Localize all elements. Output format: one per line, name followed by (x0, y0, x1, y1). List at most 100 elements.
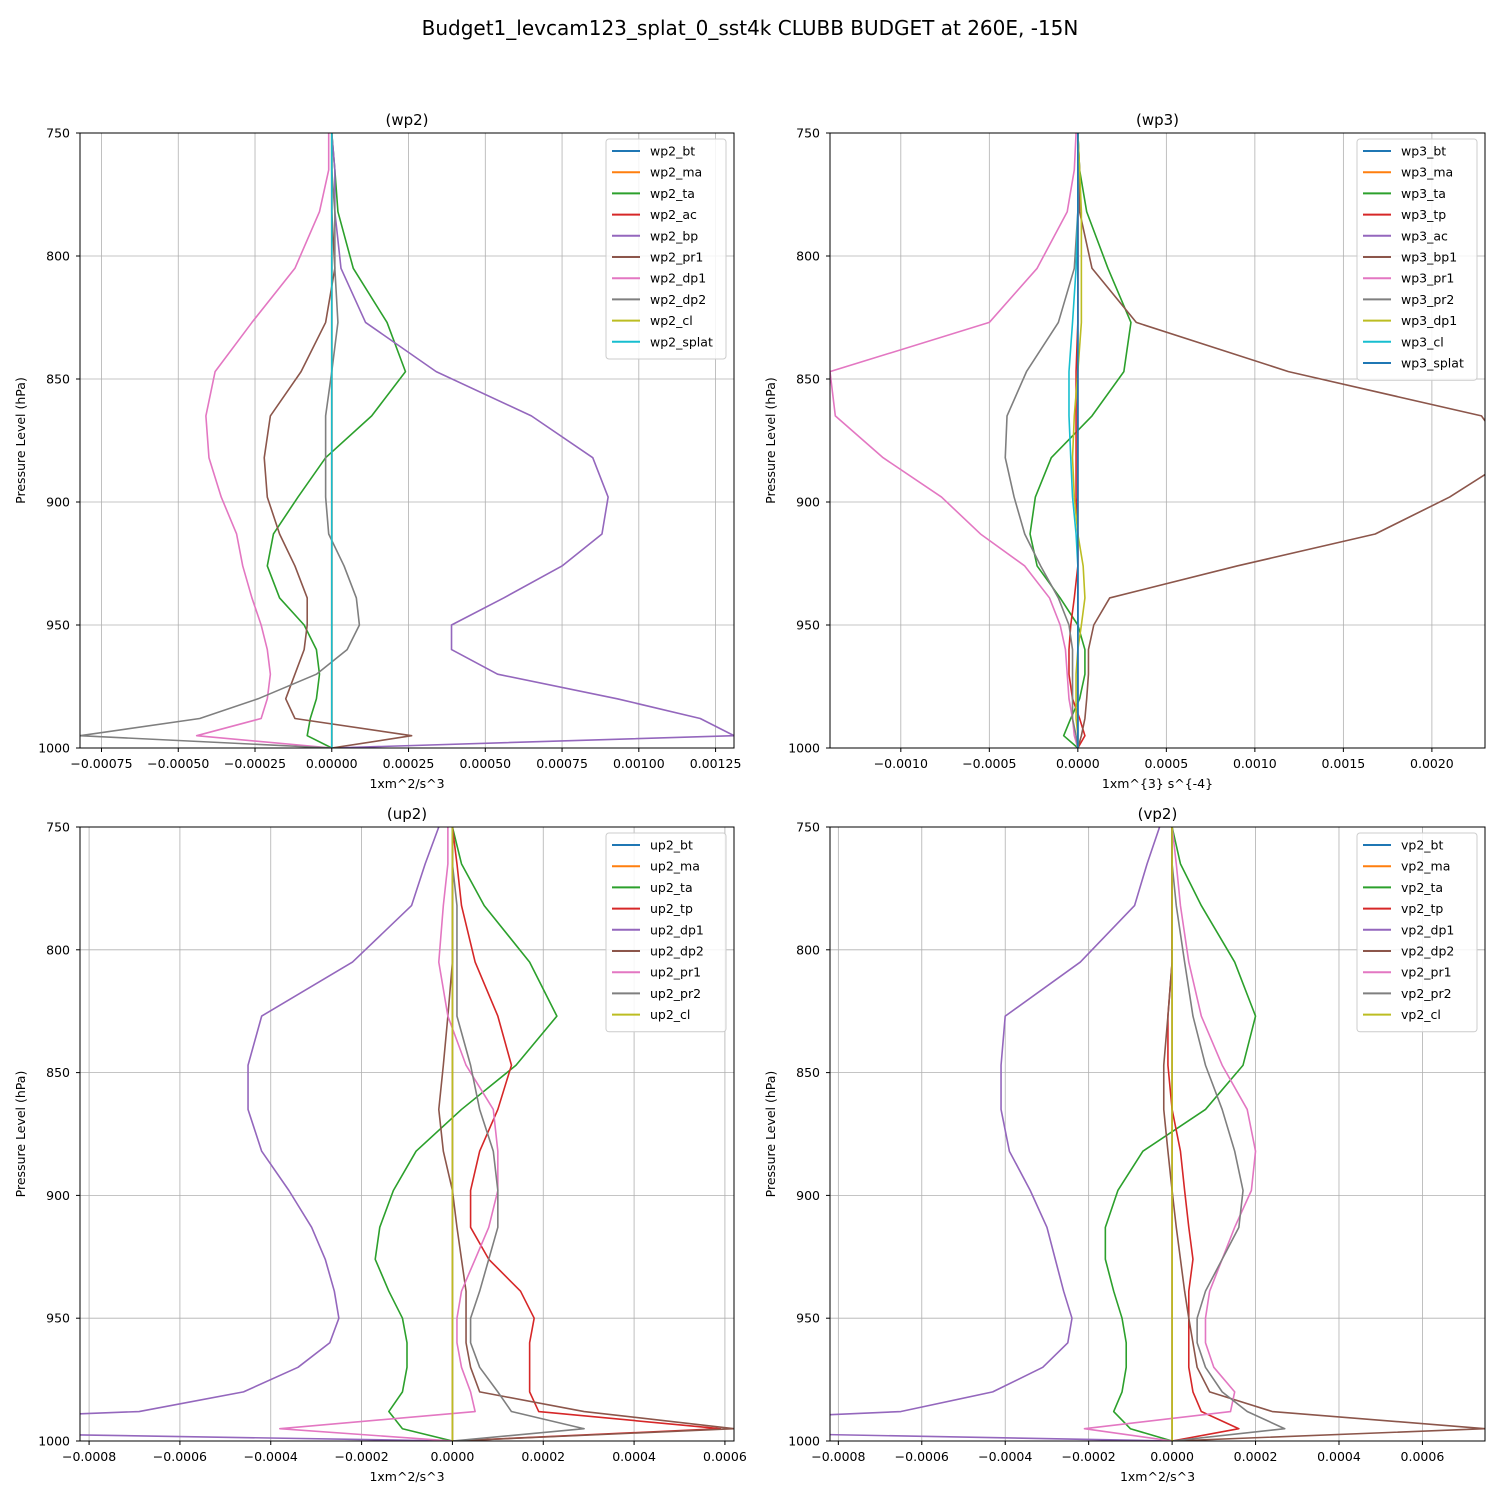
axes-frame (79, 826, 735, 1442)
legend-label-up2_pr1: up2_pr1 (650, 965, 701, 980)
legend-label-vp2_dp2: vp2_dp2 (1401, 944, 1454, 959)
series-lines (80, 827, 734, 1441)
y-tick-label: 750 (46, 126, 70, 141)
legend-label-wp3_dp1: wp3_dp1 (1401, 313, 1457, 328)
legend-label-up2_pr2: up2_pr2 (650, 986, 701, 1001)
y-tick-label: 900 (46, 1188, 70, 1203)
x-tick-label: 0.00000 (306, 756, 358, 771)
y-tick-label: 1000 (38, 741, 70, 756)
x-tick-label: 0.00075 (536, 756, 588, 771)
y-tick-label: 850 (46, 372, 70, 387)
legend-label-wp2_ac: wp2_ac (650, 207, 697, 222)
x-tick-label: −0.0004 (978, 1449, 1032, 1464)
legend-label-vp2_cl: vp2_cl (1401, 1007, 1441, 1022)
series-line-vp2_dp1 (830, 827, 1173, 1441)
legend: wp3_bt wp3_ma wp3_ta wp3_tp wp3_ac wp3_bp1 wp3… (1356, 138, 1478, 381)
x-tick-label: 0.0000 (431, 1449, 475, 1464)
x-tick-label: −0.0004 (244, 1449, 298, 1464)
y-tick-label: 950 (46, 618, 70, 633)
y-tick-label: 800 (46, 942, 70, 957)
legend-label-up2_bt: up2_bt (650, 838, 693, 853)
legend-label-wp3_ma: wp3_ma (1401, 165, 1453, 180)
legend-label-wp2_dp2: wp2_dp2 (650, 292, 706, 307)
x-tick-label: 0.00050 (459, 756, 511, 771)
x-tick-label: −0.0005 (962, 756, 1016, 771)
legend-label-wp2_ma: wp2_ma (650, 165, 702, 180)
y-tick-label: 800 (46, 249, 70, 264)
legend: wp2_bt wp2_ma wp2_ta wp2_ac wp2_bp wp2_pr1 wp2… (605, 138, 727, 360)
x-tick-label: 0.0004 (1317, 1449, 1361, 1464)
y-tick-label: 900 (796, 1188, 820, 1203)
legend-box (605, 832, 727, 1033)
legend-label-wp2_splat: wp2_splat (650, 334, 713, 349)
legend-label-up2_dp1: up2_dp1 (650, 922, 704, 937)
y-tick-label: 750 (46, 820, 70, 835)
y-tick-label: 750 (796, 126, 820, 141)
chart-panel-2: −0.0010 −0.0005 0.0000 0.0005 0.0010 0.0015 0.… (763, 111, 1486, 791)
panel-title: (vp2) (1138, 805, 1178, 823)
y-axis-label: Pressure Level (hPa) (13, 1071, 28, 1198)
y-tick-label: 850 (46, 1065, 70, 1080)
legend-label-wp3_cl: wp3_cl (1401, 334, 1444, 349)
series-lines (80, 133, 734, 748)
legend-label-wp2_dp1: wp2_dp1 (650, 271, 706, 286)
series-line-up2_ta (374, 827, 558, 1441)
series-line-wp2_dp2 (80, 133, 361, 748)
x-tick-label: −0.0002 (1062, 1449, 1116, 1464)
x-tick-label: −0.0010 (874, 756, 928, 771)
chart-panel-4: −0.0008 −0.0006 −0.0004 −0.0002 0.0000 0.0002… (763, 805, 1486, 1484)
x-axis-label: 1xm^2/s^3 (369, 776, 444, 791)
x-tick-label: −0.00050 (147, 756, 209, 771)
y-tick-label: 1000 (788, 1434, 820, 1449)
legend-label-up2_tp: up2_tp (650, 901, 693, 916)
y-tick-label: 750 (796, 820, 820, 835)
legend-label-vp2_tp: vp2_tp (1401, 901, 1443, 916)
series-line-up2_dp1 (80, 827, 453, 1441)
series-line-up2_pr2 (451, 827, 585, 1441)
legend-label-vp2_bt: vp2_bt (1401, 838, 1443, 853)
legend-label-vp2_ma: vp2_ma (1401, 859, 1450, 874)
legend-box (1356, 832, 1478, 1033)
legend: vp2_bt vp2_ma vp2_ta vp2_tp vp2_dp1 vp2_dp2vp… (1356, 832, 1478, 1033)
x-axis-label: 1xm^{3} s^{-4} (1102, 776, 1213, 791)
x-axis-label: 1xm^2/s^3 (1120, 1469, 1195, 1484)
legend-label-vp2_pr2: vp2_pr2 (1401, 986, 1452, 1001)
legend-label-up2_dp2: up2_dp2 (650, 944, 704, 959)
series-line-wp3_pr1 (830, 133, 1079, 748)
series-lines (830, 133, 1485, 748)
legend-label-wp3_pr1: wp3_pr1 (1401, 271, 1454, 286)
series-line-wp2_dp1 (195, 133, 332, 748)
panel-title: (up2) (387, 805, 427, 823)
series-line-wp3_pr2 (1004, 133, 1079, 748)
y-tick-label: 850 (796, 1065, 820, 1080)
x-tick-label: −0.00075 (70, 756, 132, 771)
x-tick-label: 0.0000 (1056, 756, 1100, 771)
legend-label-wp2_bp: wp2_bp (650, 228, 698, 243)
series-line-wp3_bp1 (1077, 133, 1485, 748)
axes-frame (829, 132, 1486, 749)
x-tick-label: −0.0006 (153, 1449, 207, 1464)
y-tick-label: 950 (46, 1311, 70, 1326)
x-tick-label: 0.0002 (521, 1449, 565, 1464)
legend-label-vp2_ta: vp2_ta (1401, 880, 1443, 895)
chart-panel-1: −0.00075 −0.00050 −0.00025 0.00000 0.00025 0.… (13, 111, 741, 791)
axes-frame (79, 132, 735, 749)
x-axis-label: 1xm^2/s^3 (369, 1469, 444, 1484)
series-line-wp3_ta (1029, 133, 1132, 748)
legend-label-up2_ta: up2_ta (650, 880, 693, 895)
legend-label-vp2_dp1: vp2_dp1 (1401, 922, 1454, 937)
legend-label-wp2_bt: wp2_bt (650, 144, 695, 159)
series-line-up2_tp (451, 827, 722, 1441)
y-axis-label: Pressure Level (hPa) (763, 1071, 778, 1198)
y-tick-label: 800 (796, 249, 820, 264)
y-tick-label: 850 (796, 372, 820, 387)
legend-label-up2_cl: up2_cl (650, 1007, 690, 1022)
x-tick-label: 0.0020 (1410, 756, 1454, 771)
panel-title: (wp2) (385, 111, 428, 129)
x-tick-label: −0.00025 (224, 756, 286, 771)
legend-label-wp3_ta: wp3_ta (1401, 186, 1446, 201)
series-line-up2_pr1 (279, 827, 499, 1441)
panel-title: (wp3) (1136, 111, 1179, 129)
y-axis-label: Pressure Level (hPa) (13, 377, 28, 504)
